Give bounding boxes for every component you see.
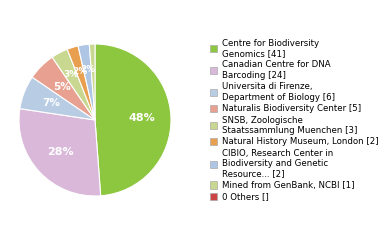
Wedge shape (52, 49, 95, 120)
Wedge shape (95, 44, 171, 196)
Text: 5%: 5% (53, 82, 71, 92)
Wedge shape (20, 77, 95, 120)
Wedge shape (32, 57, 95, 120)
Wedge shape (19, 109, 101, 196)
Text: 2%: 2% (72, 67, 88, 76)
Text: 3%: 3% (63, 71, 79, 79)
Text: 2%: 2% (80, 65, 95, 74)
Wedge shape (78, 44, 95, 120)
Wedge shape (67, 46, 95, 120)
Text: 48%: 48% (129, 113, 155, 123)
Wedge shape (89, 44, 95, 120)
Text: 28%: 28% (47, 147, 74, 157)
Legend: Centre for Biodiversity
Genomics [41], Canadian Centre for DNA
Barcoding [24], U: Centre for Biodiversity Genomics [41], C… (209, 39, 378, 201)
Text: 7%: 7% (42, 98, 60, 108)
